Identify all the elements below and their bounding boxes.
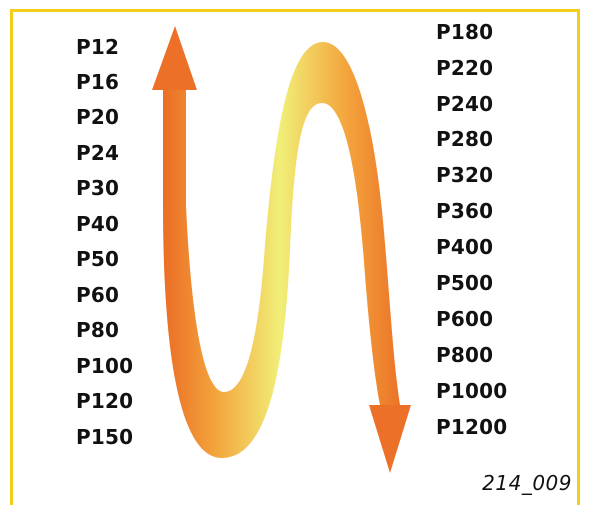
grit-label: P220 (436, 56, 494, 80)
grit-label: P30 (76, 176, 120, 200)
grit-label: P240 (436, 92, 494, 116)
up-arrow-head (152, 26, 197, 90)
grit-label: P50 (76, 247, 120, 271)
diagram-frame (10, 9, 580, 505)
grit-label: P12 (76, 35, 120, 59)
grit-label: P120 (76, 389, 134, 413)
grit-label: P1200 (436, 415, 508, 439)
grit-label: P1000 (436, 379, 508, 403)
grit-label: P40 (76, 212, 120, 236)
grit-label: P500 (436, 271, 494, 295)
figure-code: 214_009 (482, 471, 572, 495)
grit-label: P320 (436, 163, 494, 187)
grit-label: P800 (436, 343, 494, 367)
grit-label: P360 (436, 199, 494, 223)
grit-label: P100 (76, 354, 134, 378)
grit-label: P16 (76, 70, 120, 94)
grit-label: P20 (76, 105, 120, 129)
grit-label: P60 (76, 283, 120, 307)
grit-label: P80 (76, 318, 120, 342)
wave-arrow-body (163, 42, 400, 458)
grit-label: P24 (76, 141, 120, 165)
grit-label: P150 (76, 425, 134, 449)
grit-label: P180 (436, 20, 494, 44)
down-arrow-head (369, 405, 411, 473)
grit-label: P280 (436, 127, 494, 151)
grit-label: P600 (436, 307, 494, 331)
grit-label: P400 (436, 235, 494, 259)
